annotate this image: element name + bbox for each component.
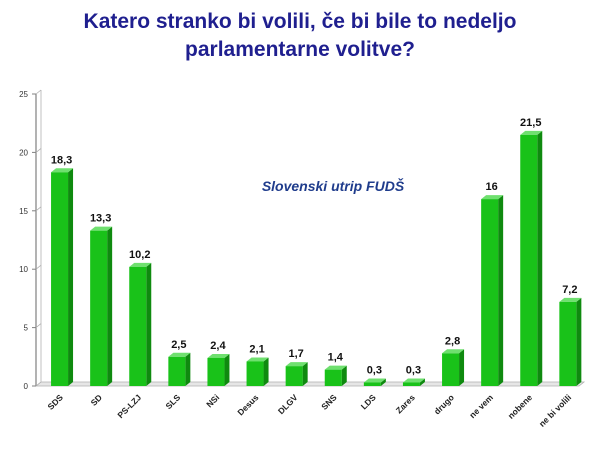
bar-top (246, 357, 269, 362)
bar-top (324, 365, 347, 370)
bar-value-label: 1,4 (328, 352, 344, 364)
y-tick-depth (35, 89, 42, 95)
bar-side (302, 362, 308, 386)
bar (402, 382, 420, 386)
bar-value-label: 0,3 (406, 364, 421, 376)
bar (207, 357, 225, 386)
bar-value-label: 10,2 (129, 249, 150, 261)
bar-top (363, 378, 386, 383)
y-tick-depth (35, 381, 42, 387)
bar-top (559, 297, 582, 302)
bar-top (168, 352, 191, 357)
bar-side (380, 378, 386, 386)
chart-title: Katero stranko bi volili, če bi bile to … (0, 8, 600, 64)
bar (51, 172, 69, 386)
bar-value-label: 2,5 (171, 339, 186, 351)
bar-top (207, 353, 230, 358)
bar-side (576, 297, 582, 386)
bar-value-label: 2,4 (210, 340, 226, 352)
y-tick-label: 15 (19, 207, 28, 216)
category-label: DLGV (276, 392, 300, 416)
category-label: nobene (506, 392, 535, 421)
bar (168, 356, 186, 386)
category-label: LDS (359, 392, 378, 411)
bar (520, 134, 538, 386)
bar-value-label: 18,3 (51, 154, 72, 166)
bar (246, 361, 264, 386)
y-tick-depth (35, 264, 42, 270)
category-label: SDS (46, 392, 66, 412)
bar-top (402, 378, 425, 383)
bar-top (481, 195, 504, 200)
category-label: PS-LZJ (115, 392, 143, 420)
bar (559, 301, 577, 386)
bar (442, 353, 460, 386)
category-label: drugo (432, 392, 456, 416)
bar (324, 369, 342, 386)
chart-annotation: Slovenski utrip FUDŠ (262, 177, 405, 194)
bar-side (224, 353, 230, 386)
bar-top (285, 362, 308, 367)
category-label: SD (89, 392, 104, 407)
bar-value-label: 7,2 (562, 284, 577, 296)
y-tick-label: 20 (19, 148, 28, 157)
bar-side (263, 357, 269, 386)
bar-side (68, 168, 74, 386)
bar-top (520, 130, 543, 135)
chart-title-line-1: Katero stranko bi volili, če bi bile to … (83, 10, 517, 33)
category-label: Zares (394, 392, 417, 415)
bar-value-label: 2,1 (249, 343, 264, 355)
y-tick-label: 0 (24, 382, 29, 391)
chart-title-line-2: parlamentarne volitve? (185, 38, 415, 61)
bar-side (341, 365, 347, 386)
bar-value-label: 2,8 (445, 335, 460, 347)
y-tick-label: 10 (19, 265, 28, 274)
category-label: SNS (319, 392, 339, 412)
y-tick-depth (35, 323, 42, 328)
bar-side (537, 130, 543, 386)
category-label: NSi (204, 392, 221, 409)
bar (285, 366, 303, 386)
category-label: SLS (164, 392, 183, 411)
bar (129, 266, 147, 386)
bar-side (185, 352, 191, 386)
bar-side (419, 378, 425, 386)
bar-value-label: 1,7 (289, 348, 304, 360)
bar (481, 199, 499, 386)
bar-side (107, 226, 113, 386)
bar-side (498, 195, 504, 386)
category-label: Desus (235, 392, 260, 417)
bar-side (146, 262, 152, 386)
y-tick-depth (35, 206, 42, 212)
y-tick-label: 25 (19, 90, 28, 99)
bar-top (129, 262, 152, 267)
bar-side (459, 349, 465, 386)
bar-top (442, 349, 465, 354)
bar-top (51, 168, 74, 173)
bar-top (90, 226, 113, 231)
bar-value-label: 21,5 (520, 117, 541, 129)
bar-value-label: 0,3 (367, 364, 382, 376)
bar (363, 382, 381, 386)
bar (90, 230, 108, 386)
category-label: ne vem (467, 392, 495, 420)
bar-value-label: 13,3 (90, 213, 111, 225)
y-tick-depth (35, 148, 42, 153)
category-label: ne bi volili (537, 392, 573, 428)
y-tick-label: 5 (24, 324, 29, 333)
bar-value-label: 16 (486, 181, 498, 193)
